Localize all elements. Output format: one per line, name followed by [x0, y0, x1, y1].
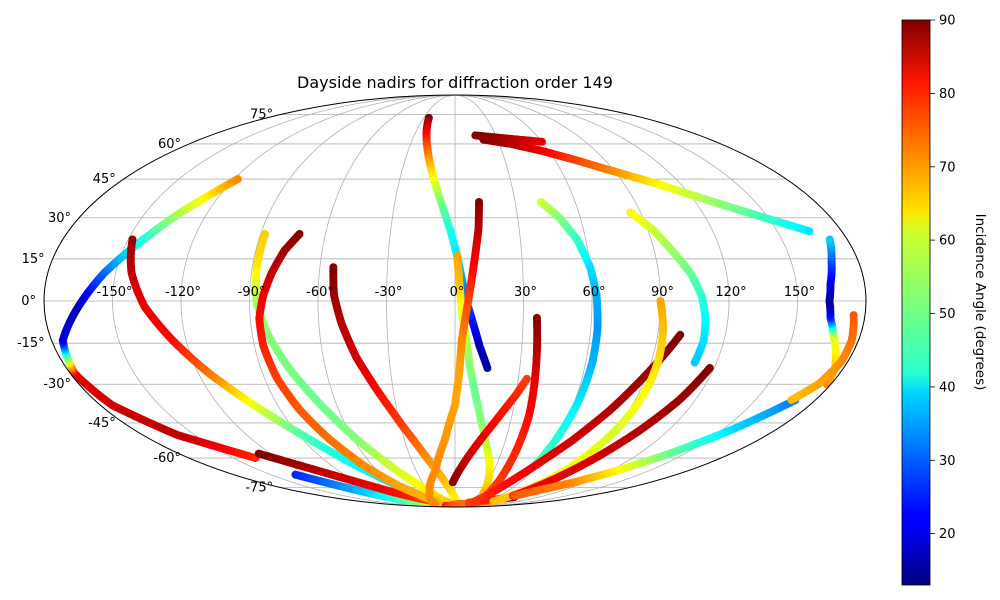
graticule [44, 95, 866, 507]
data-point [805, 227, 814, 236]
lon-tick-label: 150° [784, 285, 815, 300]
colorbar [901, 19, 931, 586]
lat-tick-label: -60° [153, 451, 181, 466]
lat-tick-label: -45° [88, 416, 116, 431]
lon-tick-label: 30° [514, 285, 537, 300]
lon-tick-label: 90° [651, 285, 674, 300]
data-point [787, 396, 796, 405]
colorbar-tick-label: 50 [939, 307, 956, 322]
lon-tick-label: -60° [306, 285, 334, 300]
colorbar-tick-label: 20 [939, 527, 956, 542]
lon-tick-label: 0° [450, 285, 465, 300]
lat-tick-label: -15° [17, 336, 45, 351]
colorbar-tick-label: 90 [939, 14, 956, 29]
lat-tick-label: 30° [48, 211, 71, 226]
data-point [489, 497, 498, 506]
colorbar-label: Incidence Angle (degrees) [972, 214, 988, 391]
data-point [522, 374, 531, 383]
data-point [537, 137, 546, 146]
lon-tick-label: 60° [582, 285, 605, 300]
data-point [825, 235, 834, 244]
lat-tick-label: 75° [250, 107, 273, 122]
lon-tick-label: -120° [165, 285, 201, 300]
colorbar-ticks: 20 30 40 50 60 70 80 90 [930, 14, 956, 542]
data-point [233, 175, 242, 184]
colorbar-tick-label: 60 [939, 234, 956, 249]
lat-tick-label: -75° [245, 481, 273, 496]
colorbar-tick-label: 40 [939, 380, 956, 395]
colorbar-tick-label: 70 [939, 160, 956, 175]
lon-tick-label: -150° [96, 285, 132, 300]
data-point [431, 499, 440, 507]
lon-tick-label: -90° [238, 285, 266, 300]
colorbar-tick-label: 80 [939, 87, 956, 102]
colorbar-tick-label: 30 [939, 454, 956, 469]
lat-tick-label: 45° [93, 172, 116, 187]
lat-tick-label: 0° [21, 294, 36, 309]
lat-tick-label: 60° [158, 137, 181, 152]
data-point [483, 364, 492, 373]
data-points [58, 113, 858, 507]
lat-tick-label: -30° [43, 377, 71, 392]
data-point [690, 358, 699, 367]
lon-tick-label: 120° [715, 285, 746, 300]
lat-tick-label: 15° [22, 252, 45, 267]
chart-title: Dayside nadirs for diffraction order 149 [297, 73, 613, 92]
lon-tick-label: -30° [375, 285, 403, 300]
